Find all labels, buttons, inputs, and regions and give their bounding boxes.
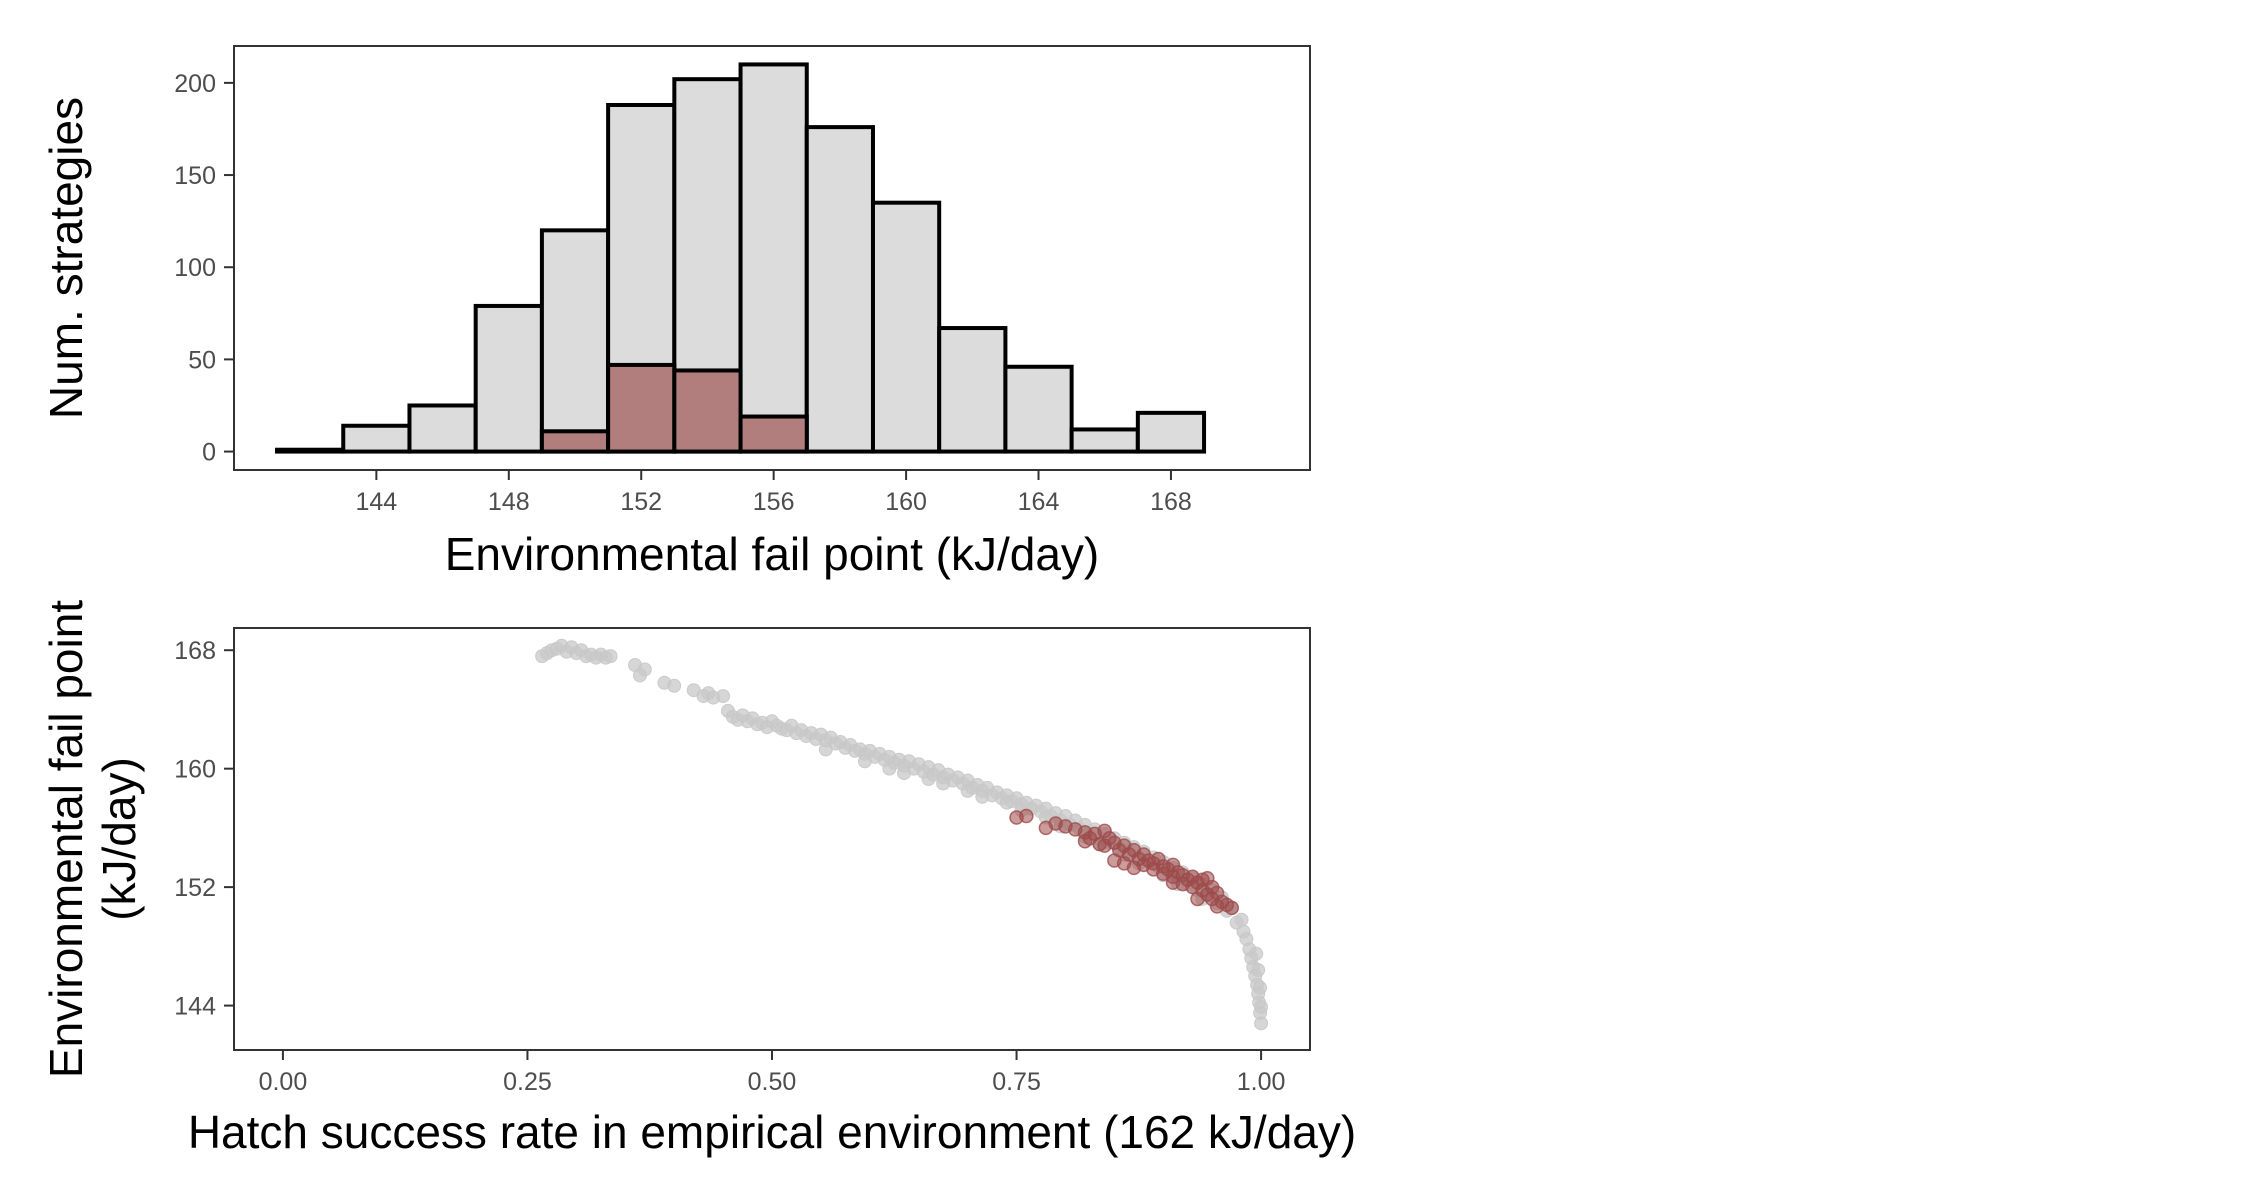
hist-bar xyxy=(937,326,1008,454)
hist-bar xyxy=(539,228,611,454)
scatter-highlight-point xyxy=(1165,875,1181,890)
y-tick-label: 150 xyxy=(174,162,216,190)
scatter-point xyxy=(667,678,682,693)
hist-panel-border xyxy=(233,45,1311,471)
x-tick-label: 160 xyxy=(885,488,927,516)
hist-highlight-bar xyxy=(672,368,743,454)
hist-bar xyxy=(275,447,346,454)
y-tick-label: 152 xyxy=(174,874,216,902)
hist-bar xyxy=(473,303,544,454)
scatter-point xyxy=(818,742,833,757)
scatter-point xyxy=(921,772,936,787)
x-tick-label: 144 xyxy=(356,488,398,516)
scatter-highlight-point xyxy=(1019,808,1034,824)
x-axis-title: Environmental fail point (kJ/day) xyxy=(445,528,1100,580)
scatter-point xyxy=(975,789,990,804)
y-tick-label: 168 xyxy=(174,637,216,665)
hist-bar xyxy=(407,403,478,454)
x-tick-label: 164 xyxy=(1018,488,1060,516)
scatter-point xyxy=(936,776,951,791)
scatter-highlight-point xyxy=(1200,870,1215,886)
scatter-panel: 0.00 0.25 0.50 0.75 1.00 144 152 160 168 Hatch su… xyxy=(40,600,1356,1158)
y-axis-title: Num. strategies xyxy=(40,97,92,419)
scatter-point xyxy=(603,649,618,664)
x-tick-label: 156 xyxy=(753,488,795,516)
hist-bar xyxy=(738,62,809,454)
scatter-point xyxy=(632,668,647,683)
y-axis-title-line-2: (kJ/day) xyxy=(93,757,145,921)
y-tick-label: 50 xyxy=(188,346,216,374)
scatter-point xyxy=(960,783,975,798)
scatter-highlight-point xyxy=(1190,891,1205,907)
scatter-highlight-point xyxy=(1224,900,1239,916)
x-tick-label: 0.75 xyxy=(992,1068,1041,1096)
x-tick-label: 152 xyxy=(620,488,662,516)
scatter-highlight-point xyxy=(1209,899,1225,914)
scatter-highlight-point xyxy=(1116,856,1132,871)
scatter-point xyxy=(1254,1000,1269,1015)
scatter-point xyxy=(1254,1016,1269,1031)
scatter-point xyxy=(999,795,1014,810)
hist-bar xyxy=(870,200,942,454)
y-tick-label: 0 xyxy=(202,439,216,467)
x-tick-label: 148 xyxy=(488,488,530,516)
scatter-point xyxy=(1234,912,1249,927)
y-tick-label: 144 xyxy=(174,993,216,1021)
scatter-panel-border xyxy=(233,627,1311,1051)
scatter-point xyxy=(882,761,897,776)
hist-bar xyxy=(341,423,412,454)
histogram-panel: 144 148 152 156 160 164 168 0 50 100 150 200 Environ… xyxy=(40,45,1311,580)
hist-bar xyxy=(1069,427,1140,454)
x-tick-label: 0.00 xyxy=(259,1068,308,1096)
x-tick-label: 0.25 xyxy=(503,1068,552,1096)
scatter-point xyxy=(716,689,731,704)
hist-bar xyxy=(804,125,875,454)
x-tick-label: 168 xyxy=(1150,488,1192,516)
scatter-point xyxy=(1253,980,1268,995)
y-tick-label: 100 xyxy=(174,254,216,282)
scatter-point xyxy=(857,754,872,769)
y-tick-label: 160 xyxy=(174,756,216,784)
y-axis-title-line-1: Environmental fail point xyxy=(40,600,92,1078)
hist-bar xyxy=(1135,410,1207,454)
hist-highlight-bar xyxy=(606,362,677,454)
x-axis-title: Hatch success rate in empirical environm… xyxy=(188,1106,1356,1158)
hist-highlight-bar xyxy=(539,429,611,454)
x-tick-label: 1.00 xyxy=(1237,1068,1286,1096)
x-tick-label: 0.50 xyxy=(748,1068,797,1096)
hist-bar xyxy=(1003,364,1074,454)
scatter-point xyxy=(897,766,912,781)
hist-highlight-bar xyxy=(738,414,809,454)
scatter-point xyxy=(1249,946,1264,961)
scatter-point xyxy=(1251,963,1266,978)
y-tick-label: 200 xyxy=(174,70,216,98)
